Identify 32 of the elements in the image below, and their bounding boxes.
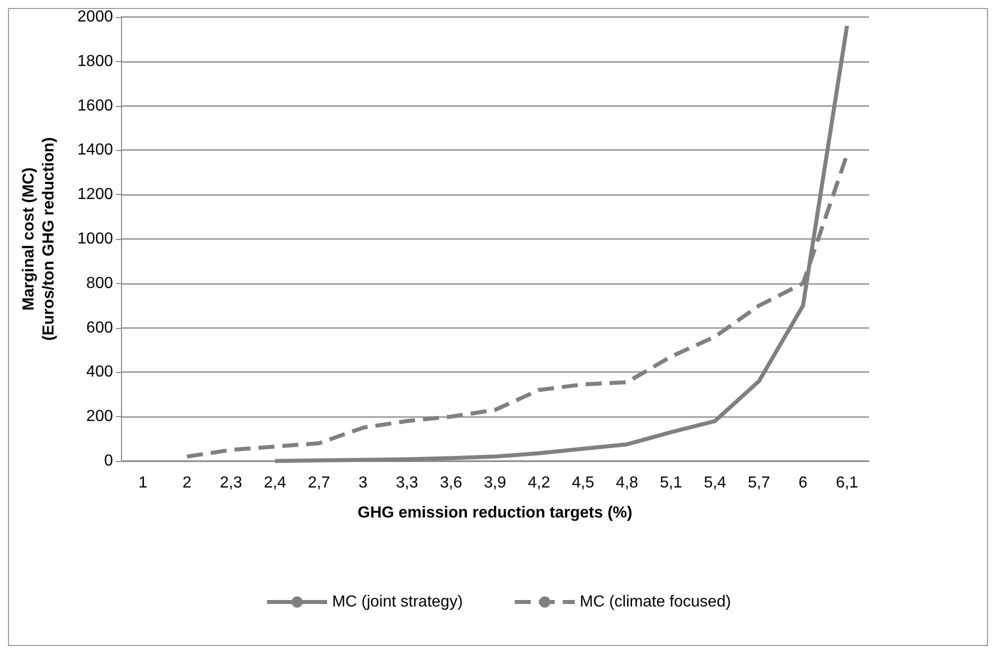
y-tick-label: 1800 (77, 52, 114, 70)
x-tick-label: 4,2 (528, 474, 550, 492)
y-tick-label: 1000 (77, 230, 114, 248)
y-tick-label: 1400 (77, 142, 114, 159)
y-tick-label: 400 (86, 364, 114, 381)
x-tick-label: 5,1 (660, 474, 682, 492)
x-tick-label: 6 (798, 474, 808, 492)
x-tick-label: 2 (182, 474, 192, 492)
y-tick-label: 200 (86, 408, 114, 426)
x-tick-label: 4,8 (616, 474, 638, 492)
x-tick-label: 4,5 (572, 474, 594, 492)
x-tick-label: 3 (358, 474, 368, 492)
x-tick-label: 1 (138, 474, 148, 492)
x-tick-label: 5,4 (704, 474, 726, 492)
y-tick-label: 2000 (77, 8, 114, 26)
x-tick-label: 6,1 (836, 474, 858, 492)
x-tick-label: 2,7 (308, 474, 330, 492)
x-tick-label: 3,6 (440, 474, 462, 492)
y-tick-label: 1200 (77, 186, 114, 204)
y-tick-label: 600 (86, 319, 114, 336)
y-axis-title: Marginal cost (MC) (Euros/ton GHG reduction) (20, 137, 58, 341)
y-tick-label: 1600 (77, 97, 114, 114)
x-tick-label: 5,7 (748, 474, 770, 492)
y-tick-label: 800 (86, 274, 114, 292)
x-axis-title: GHG emission reduction targets (%) (358, 504, 632, 522)
x-tick-label: 2,4 (264, 474, 286, 492)
legend-label: MC (climate focused) (580, 594, 731, 610)
legend-label: MC (joint strategy) (332, 594, 463, 610)
y-tick-label: 0 (104, 452, 114, 470)
x-tick-label: 3,3 (396, 474, 418, 492)
x-tick-label: 2,3 (220, 474, 242, 492)
x-tick-label: 3,9 (484, 474, 506, 492)
